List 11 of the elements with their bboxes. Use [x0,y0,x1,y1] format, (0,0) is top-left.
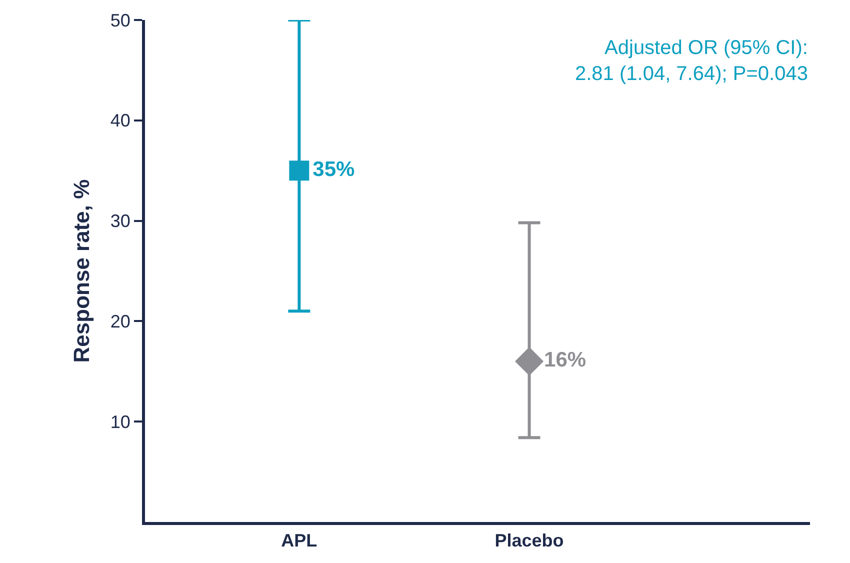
x-tick-label: Placebo [494,530,564,551]
y-tick-label: 10 [110,412,130,432]
annotation: Adjusted OR (95% CI): 2.81 (1.04, 7.64); P=0.043 [575,37,808,85]
data-label: 16% [544,348,586,372]
y-tick-label: 20 [110,312,130,332]
y-tick-label: 50 [110,10,130,30]
y-tick-label: 30 [110,211,130,232]
x-tick-label: APL [281,530,318,551]
y-tick-label: 40 [110,110,130,131]
data-label: 35% [312,158,356,181]
y-axis-title: Response rate, % [69,179,94,363]
